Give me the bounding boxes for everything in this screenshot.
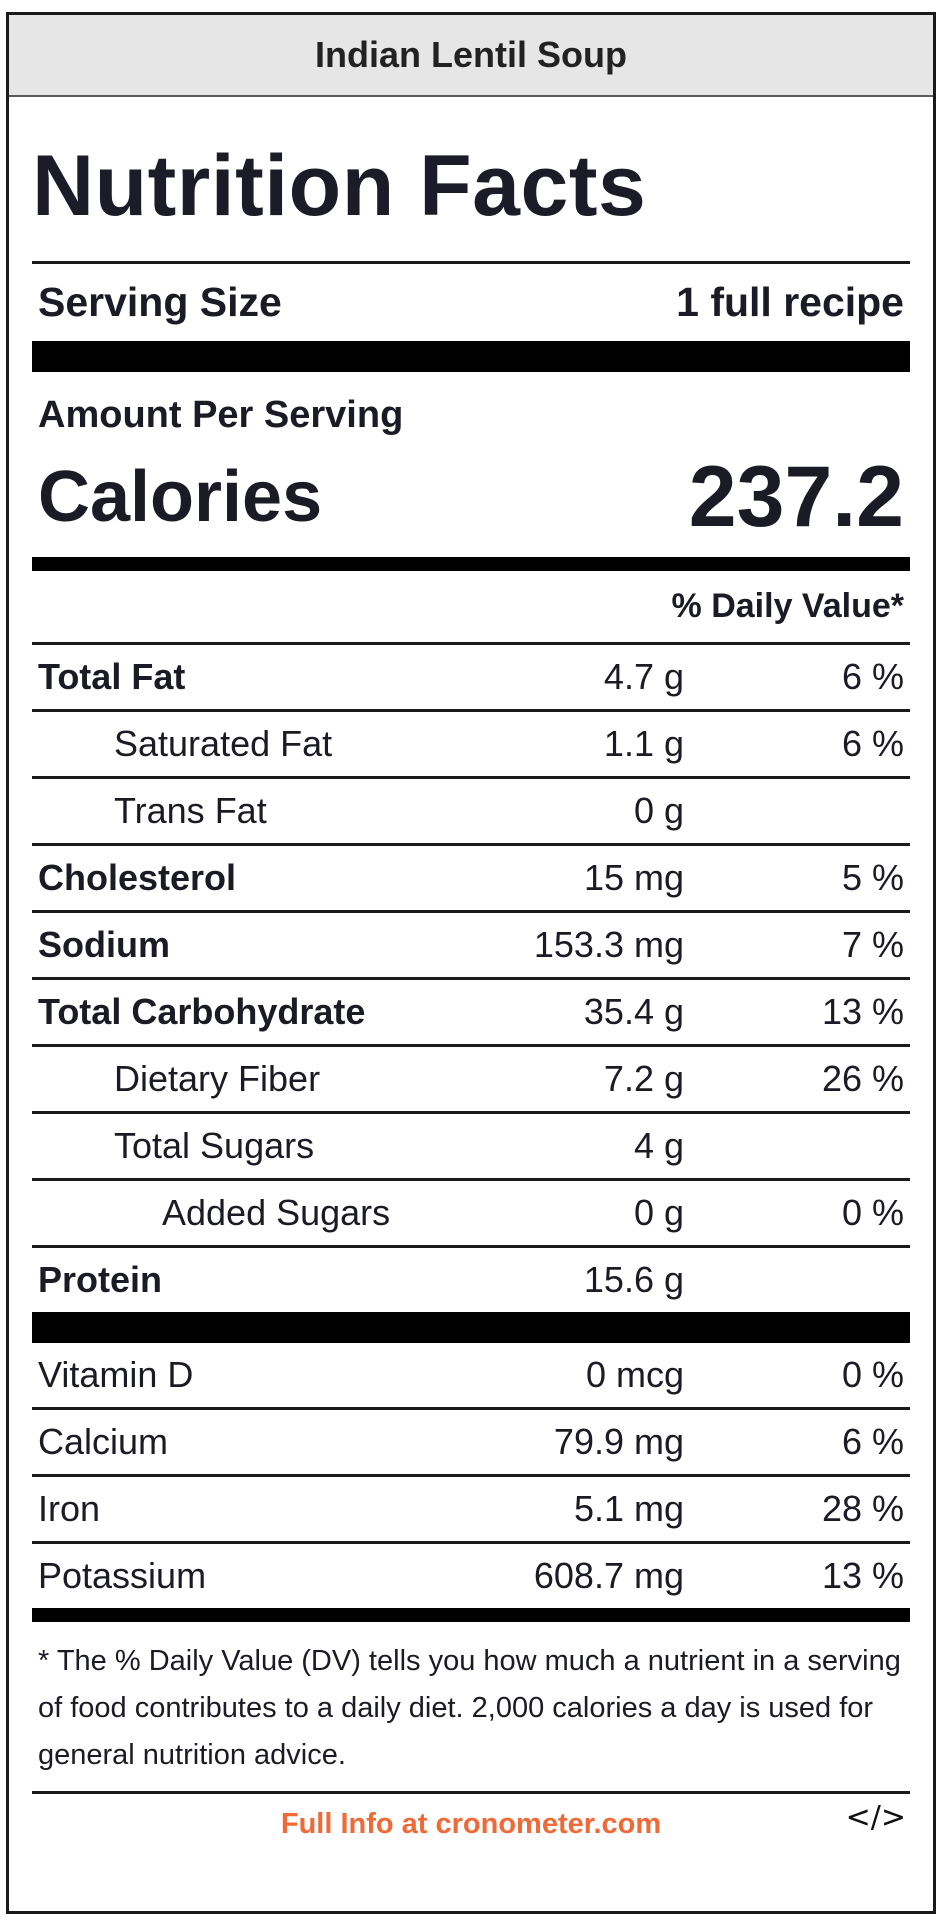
nutrient-amount: 4 g [633,1125,684,1166]
table-row: Protein 15.6 g [32,1245,910,1312]
table-row: Saturated Fat 1.1 g 6 % [32,709,910,776]
nutrient-amount: 15.6 g [583,1259,684,1300]
calories-row: Calories 237.2 [32,437,910,557]
label-body: Nutrition Facts Serving Size 1 full reci… [32,95,910,1858]
nutrient-name: Dietary Fiber [114,1058,321,1099]
nutrient-name: Calcium [38,1421,169,1462]
recipe-title: Indian Lentil Soup [9,15,933,97]
divider-thick [32,341,910,372]
divider [32,261,910,264]
nutrient-table: Total Fat 4.7 g 6 % Saturated Fat 1.1 g 6 % Tr… [32,642,910,1312]
nutrient-daily-value: 5 % [841,857,904,898]
nutrient-daily-value: 6 % [841,1421,904,1462]
table-row: Potassium 608.7 mg 13 % [32,1541,910,1608]
table-row: Iron 5.1 mg 28 % [32,1474,910,1541]
nutrient-amount: 0 mcg [585,1354,684,1395]
table-row: Cholesterol 15 mg 5 % [32,843,910,910]
nutrient-name: Potassium [38,1555,207,1596]
nutrition-facts-heading: Nutrition Facts [32,138,647,234]
nutrient-amount: 7.2 g [603,1058,684,1099]
nutrient-amount: 35.4 g [583,991,684,1032]
nutrient-name: Protein [38,1259,163,1300]
table-row: Total Carbohydrate 35.4 g 13 % [32,977,910,1044]
table-row: Dietary Fiber 7.2 g 26 % [32,1044,910,1111]
calories-value: 237.2 [688,448,904,545]
calories-label: Calories [38,457,323,537]
nutrient-name: Total Fat [38,656,186,697]
amount-per-serving-label: Amount Per Serving [38,394,404,436]
cronometer-link[interactable]: Full Info at cronometer.com [280,1808,662,1840]
nutrient-daily-value: 0 % [841,1192,904,1233]
nutrient-name: Trans Fat [114,790,267,831]
serving-size-row: Serving Size 1 full recipe [32,264,910,341]
nutrient-daily-value: 7 % [841,924,904,965]
table-row: Calcium 79.9 mg 6 % [32,1407,910,1474]
divider-medium [32,557,910,571]
nutrient-amount: 153.3 mg [533,924,684,965]
nutrient-amount: 4.7 g [603,656,684,697]
table-row: Vitamin D 0 mcg 0 % [32,1343,910,1407]
nutrient-daily-value: 13 % [821,1555,904,1596]
nutrient-name: Iron [38,1488,101,1529]
table-row: Added Sugars 0 g 0 % [32,1178,910,1245]
footer-row: Full Info at cronometer.com </> [32,1791,910,1858]
nutrient-amount: 15 mg [583,857,684,898]
nutrient-amount: 5.1 mg [573,1488,684,1529]
nutrient-name: Total Sugars [114,1125,315,1166]
amount-per-serving: Amount Per Serving [32,372,910,437]
nutrient-amount: 79.9 mg [553,1421,684,1462]
nutrition-label: Indian Lentil Soup Nutrition Facts Servi… [6,12,936,1914]
nutrient-name: Saturated Fat [114,723,333,764]
nutrient-amount: 608.7 mg [533,1555,684,1596]
divider-medium [32,1608,910,1622]
nutrient-amount: 0 g [633,1192,684,1233]
serving-size-value: 1 full recipe [676,279,904,325]
serving-size-label: Serving Size [38,279,282,325]
nutrient-daily-value: 6 % [841,723,904,764]
nutrient-daily-value: 28 % [821,1488,904,1529]
divider-thick [32,1312,910,1343]
vitamin-table: Vitamin D 0 mcg 0 % Calcium 79.9 mg 6 % Iron 5.… [32,1343,910,1608]
nutrient-daily-value: 13 % [821,991,904,1032]
nutrient-name: Sodium [38,924,170,965]
nutrient-amount: 1.1 g [603,723,684,764]
table-row: Sodium 153.3 mg 7 % [32,910,910,977]
table-row: Total Sugars 4 g [32,1111,910,1178]
nutrient-amount: 0 g [633,790,684,831]
footnote: * The % Daily Value (DV) tells you how m… [38,1645,901,1771]
embed-code-icon[interactable]: </> [845,1800,906,1835]
nutrient-name: Vitamin D [38,1354,194,1395]
nutrient-daily-value: 26 % [821,1058,904,1099]
nutrient-name: Cholesterol [38,857,237,898]
nutrient-daily-value: 6 % [841,656,904,697]
table-row: Trans Fat 0 g [32,776,910,843]
nutrient-name: Total Carbohydrate [38,991,366,1032]
nutrient-name: Added Sugars [162,1192,391,1233]
table-row: Total Fat 4.7 g 6 % [32,642,910,709]
nutrient-daily-value: 0 % [841,1354,904,1395]
daily-value-header: % Daily Value* [671,587,904,625]
